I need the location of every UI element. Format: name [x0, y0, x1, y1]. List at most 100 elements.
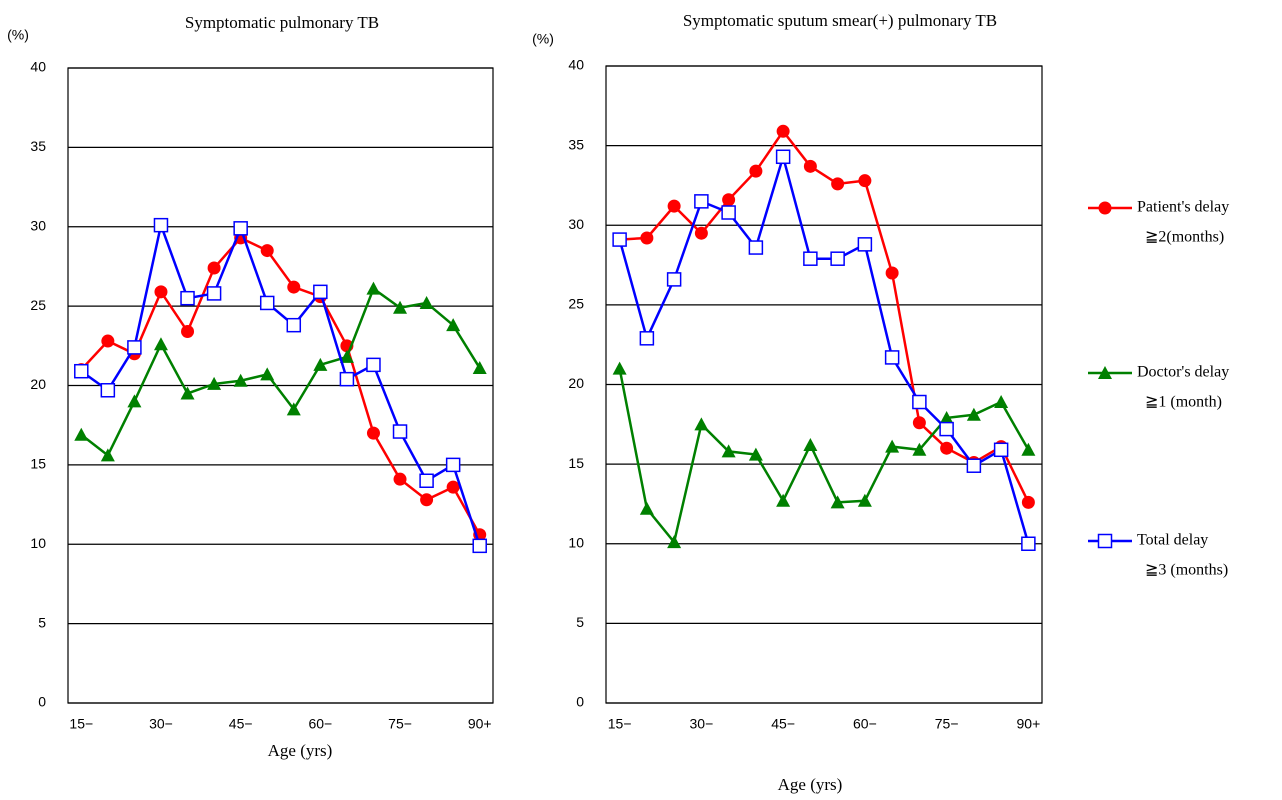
x-tick-label: 30−	[690, 716, 714, 732]
legend-sublabel: ≧2(months)	[1145, 229, 1224, 246]
data-point	[127, 394, 142, 408]
data-point	[445, 457, 461, 473]
data-point	[694, 417, 709, 431]
data-point	[100, 448, 115, 462]
data-point	[640, 231, 654, 245]
series-line	[618, 152, 1030, 545]
data-point	[966, 458, 982, 473]
y-tick-label: 20	[568, 375, 584, 391]
data-point	[612, 232, 627, 247]
data-point	[667, 535, 682, 549]
data-point	[74, 363, 89, 379]
y-tick-label: 35	[568, 136, 584, 152]
data-point	[393, 472, 407, 486]
data-point	[1021, 536, 1036, 551]
legend-label: Doctor's delay	[1137, 364, 1229, 381]
data-point	[366, 281, 381, 295]
data-point	[339, 371, 355, 387]
legend-marker	[1097, 533, 1113, 549]
data-point	[206, 286, 222, 301]
data-point	[639, 501, 654, 515]
series-line	[619, 129, 1030, 503]
y-tick-label: 5	[576, 614, 584, 630]
y-tick-label: 40	[30, 59, 46, 75]
data-point	[612, 361, 627, 375]
legend-sublabel: ≧1 (month)	[1145, 394, 1222, 411]
data-point	[775, 149, 791, 165]
x-axis-label: Age (yrs)	[268, 741, 333, 760]
data-point	[639, 331, 655, 346]
y-tick-label: 15	[30, 456, 46, 472]
data-point	[313, 284, 328, 300]
y-tick-label: 35	[30, 138, 46, 154]
data-point	[803, 251, 818, 266]
data-point	[966, 407, 981, 421]
data-point	[667, 199, 681, 213]
data-point	[313, 357, 328, 371]
data-point	[446, 318, 461, 332]
data-point	[286, 402, 301, 416]
data-point	[100, 383, 116, 398]
legend-sublabel: ≧3 (months)	[1145, 562, 1228, 579]
data-point	[339, 349, 354, 363]
data-point	[666, 272, 682, 287]
data-point	[366, 426, 380, 440]
data-point	[776, 124, 790, 138]
data-point	[233, 373, 248, 387]
data-point	[74, 427, 89, 441]
data-point	[101, 334, 115, 348]
data-point	[392, 424, 408, 439]
x-tick-label: 90+	[1017, 716, 1041, 732]
y-tick-label: 5	[38, 614, 46, 630]
data-point	[472, 361, 487, 375]
x-tick-label: 60−	[308, 716, 332, 732]
data-point	[154, 285, 168, 299]
data-point	[994, 395, 1009, 409]
data-point	[472, 538, 487, 554]
data-point	[153, 217, 169, 233]
data-point	[180, 386, 195, 400]
data-point	[181, 325, 195, 339]
data-point	[857, 493, 872, 507]
data-point	[233, 221, 248, 236]
data-point	[153, 337, 168, 351]
data-point	[830, 495, 845, 509]
data-point	[420, 493, 434, 507]
data-point	[1021, 442, 1036, 456]
data-point	[912, 416, 926, 430]
chart-title: Symptomatic sputum smear(+) pulmonary TB	[683, 11, 997, 30]
data-point	[366, 357, 381, 373]
data-point	[722, 193, 736, 207]
data-point	[721, 205, 736, 220]
data-point	[694, 226, 708, 240]
plot-border	[605, 65, 1043, 704]
series-line	[618, 368, 1030, 545]
data-point	[857, 237, 873, 252]
data-point	[748, 240, 764, 255]
data-point	[721, 444, 736, 458]
data-point	[393, 300, 408, 314]
data-point	[940, 441, 954, 455]
y-tick-label: 10	[30, 535, 46, 551]
chart-title: Symptomatic pulmonary TB	[185, 13, 379, 32]
series-line	[80, 286, 481, 458]
data-point	[260, 244, 274, 258]
legend-marker	[1098, 201, 1112, 215]
x-tick-label: 30−	[149, 716, 173, 732]
data-point	[939, 421, 954, 437]
series-line	[80, 220, 481, 547]
legend-label: Patient's delay	[1137, 199, 1229, 216]
data-point	[858, 174, 872, 188]
data-point	[830, 251, 845, 266]
x-tick-label: 75−	[388, 716, 412, 732]
x-tick-label: 90+	[468, 716, 492, 732]
y-tick-label: 25	[568, 296, 584, 312]
y-axis-label: (%)	[532, 31, 554, 47]
x-axis-label: Age (yrs)	[778, 775, 843, 794]
data-point	[912, 394, 927, 410]
data-point	[912, 442, 927, 456]
series-line	[80, 236, 481, 536]
y-tick-label: 20	[30, 376, 46, 392]
data-point	[694, 194, 709, 209]
